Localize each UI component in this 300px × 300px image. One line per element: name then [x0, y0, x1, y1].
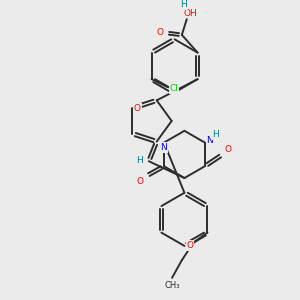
Text: H: H [136, 156, 143, 165]
Text: O: O [186, 241, 193, 250]
Text: O: O [225, 145, 232, 154]
Text: N: N [206, 136, 213, 145]
Text: N: N [160, 143, 167, 152]
Text: O: O [134, 104, 141, 113]
Text: H: H [212, 130, 219, 139]
Text: O: O [137, 178, 144, 187]
Text: OH: OH [184, 9, 198, 18]
Text: O: O [157, 28, 164, 38]
Text: CH₃: CH₃ [164, 281, 180, 290]
Text: H: H [180, 0, 187, 9]
Text: Cl: Cl [170, 85, 179, 94]
